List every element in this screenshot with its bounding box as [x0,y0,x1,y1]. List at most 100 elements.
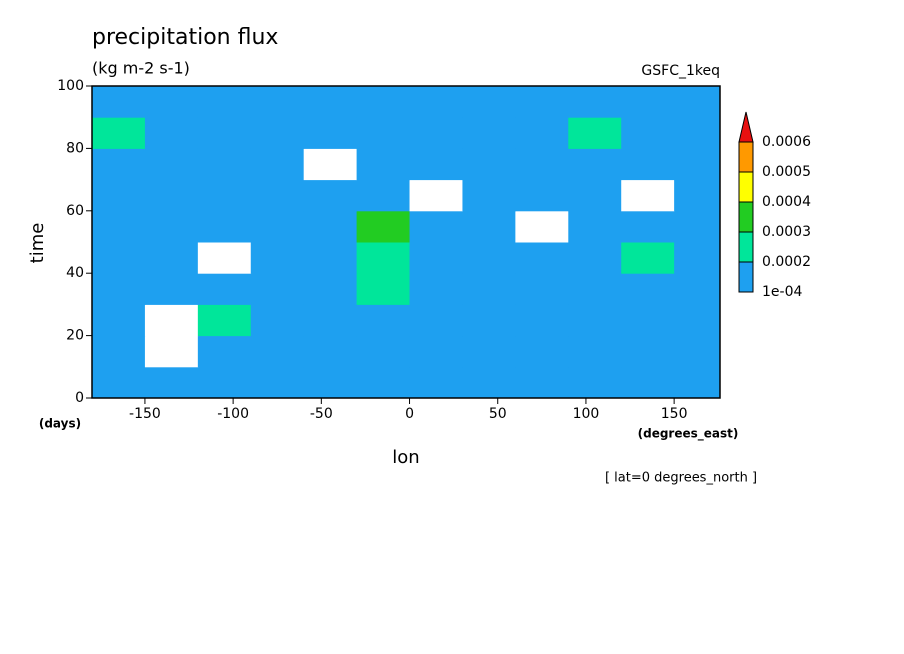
cell [356,86,411,118]
cell [144,273,199,305]
cell [568,210,622,243]
x-tick-label: 150 [661,406,688,422]
cell [568,86,622,118]
cell [356,179,411,212]
colorbar-box [738,201,754,233]
cell [462,117,516,149]
cell [356,304,411,337]
cell [409,273,463,305]
x-axis-label: lon [392,447,419,468]
cell [92,366,146,398]
cell [250,273,305,305]
cell [409,179,463,212]
x-tick-label: -50 [310,406,333,422]
x-tick-label: -100 [217,406,249,422]
cell [674,242,720,274]
cell [356,273,411,305]
cell [303,148,358,181]
cell [303,242,358,274]
colorbar-label: 0.0003 [762,224,811,240]
cell [250,148,305,181]
cell [621,86,675,118]
cell [409,210,463,243]
cell [197,366,252,398]
cell [515,117,569,149]
cell [356,366,411,398]
x-tick-label: -150 [129,406,161,422]
cell [356,148,411,181]
cell [674,210,720,243]
cell [674,366,720,398]
cell [92,117,146,149]
cell [621,148,675,181]
cell [568,273,622,305]
x-tick-label: 50 [489,406,507,422]
cell [568,179,622,212]
y-axis-label: time [27,223,48,264]
cell [303,210,358,243]
note: [ lat=0 degrees_north ] [605,471,757,486]
cell [462,366,516,398]
colorbar-over [738,111,754,143]
cell [250,179,305,212]
cell [92,148,146,181]
cell [409,148,463,181]
cell [462,148,516,181]
cell [144,148,199,181]
cell [621,179,675,212]
chart-subtitle: (kg m-2 s-1) [92,59,190,78]
cell [568,242,622,274]
cell [197,86,252,118]
cell [462,273,516,305]
colorbar-label: 0.0002 [762,254,811,270]
cell [409,242,463,274]
cell [250,335,305,368]
cell [92,179,146,212]
cell [250,86,305,118]
cell [92,242,146,274]
cell [356,210,411,243]
cell [568,117,622,149]
y-tick-label: 40 [66,265,84,281]
cell [250,242,305,274]
cell [568,148,622,181]
cell [144,366,199,398]
cell [409,117,463,149]
colorbar-box [738,261,754,293]
cell [356,117,411,149]
cell [568,304,622,337]
colorbar-box [738,141,754,173]
cell [303,304,358,337]
cell [409,86,463,118]
cell [303,273,358,305]
cell [303,117,358,149]
y-axis-unit: (days) [39,417,81,431]
cell [515,242,569,274]
cell [144,242,199,274]
cell [92,210,146,243]
y-tick-label: 60 [66,203,84,219]
colorbar-box [738,231,754,263]
cell [197,117,252,149]
cell [250,304,305,337]
cell [250,366,305,398]
cell [144,304,199,337]
cell [144,86,199,118]
cell [515,148,569,181]
cell [515,210,569,243]
field [92,86,720,398]
colorbar-box [738,171,754,203]
cell [144,335,199,368]
cell [515,366,569,398]
cell [356,242,411,274]
cell [515,304,569,337]
cell [674,273,720,305]
cell [144,210,199,243]
x-tick-label: 100 [573,406,600,422]
cell [674,86,720,118]
cell [303,366,358,398]
cell [409,335,463,368]
y-tick-label: 80 [66,140,84,156]
cell [356,335,411,368]
